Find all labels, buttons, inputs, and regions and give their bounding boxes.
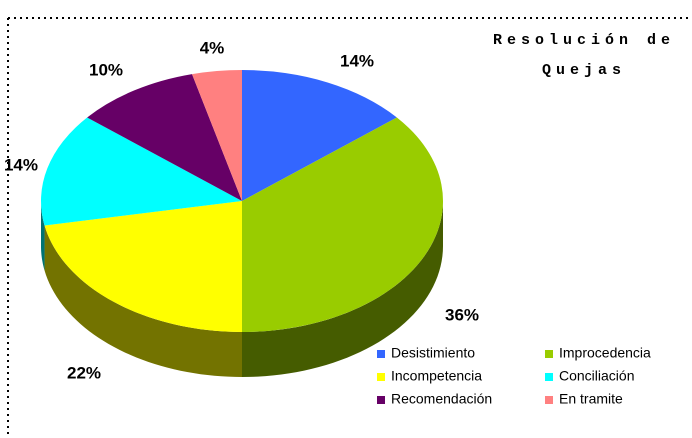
slice-side	[242, 201, 443, 377]
legend-swatch	[377, 373, 385, 381]
slice	[44, 201, 243, 332]
slice	[192, 70, 242, 201]
legend-swatch	[377, 350, 385, 358]
slice	[242, 117, 443, 332]
legend-label: Conciliación	[559, 368, 634, 384]
legend-label: En tramite	[559, 391, 623, 407]
data-label: 10%	[89, 60, 123, 79]
legend-swatch	[545, 350, 553, 358]
data-label: 4%	[200, 38, 225, 57]
legend-swatch	[377, 396, 385, 404]
slice	[242, 70, 397, 201]
slice	[87, 74, 243, 201]
chart-title: Resolución de Quejas	[492, 32, 676, 79]
data-label: 36%	[445, 305, 479, 324]
legend-label: Improcedencia	[559, 345, 651, 361]
data-label: 14%	[340, 51, 374, 70]
data-label: 14%	[4, 155, 38, 174]
legend-swatch	[545, 396, 553, 404]
legend-swatch	[545, 373, 553, 381]
slice	[40, 117, 242, 226]
legend-label: Recomendación	[391, 391, 492, 407]
legend-label: Desistimiento	[391, 345, 475, 361]
slice-side	[44, 225, 243, 377]
legend-label: Incompetencia	[391, 368, 482, 384]
data-label: 22%	[67, 363, 101, 382]
slice-side	[41, 201, 45, 271]
